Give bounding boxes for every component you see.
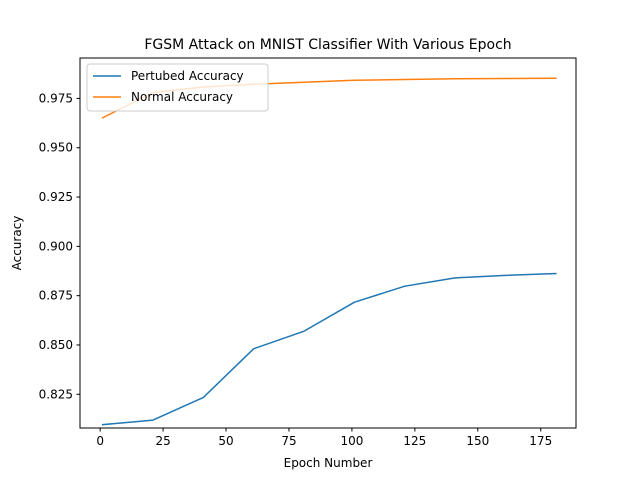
- x-tick-label: 125: [403, 434, 426, 448]
- x-tick-label: 50: [218, 434, 233, 448]
- y-tick-label: 0.875: [39, 289, 73, 303]
- x-tick-label: 75: [281, 434, 296, 448]
- x-tick-label: 0: [96, 434, 104, 448]
- y-axis-label: Accuracy: [10, 216, 24, 271]
- x-axis-label: Epoch Number: [284, 456, 373, 470]
- legend-box: [86, 63, 269, 112]
- x-axis-ticks: 0 25 50 75 100 125 150 175: [96, 428, 552, 448]
- x-tick-label: 25: [155, 434, 170, 448]
- x-tick-label: 100: [340, 434, 363, 448]
- x-tick-label: 175: [529, 434, 552, 448]
- y-tick-label: 0.950: [39, 141, 73, 155]
- legend-label-pertubed: Pertubed Accuracy: [131, 69, 244, 83]
- series-line-pertubed: [101, 272, 557, 426]
- y-tick-label: 0.975: [39, 91, 73, 105]
- y-tick-label: 0.825: [39, 387, 73, 401]
- y-axis-ticks: 0.825 0.850 0.875 0.900 0.925 0.950 0.975: [39, 91, 80, 401]
- y-tick-label: 0.900: [39, 239, 73, 253]
- legend: Pertubed Accuracy Normal Accuracy: [86, 63, 269, 112]
- y-tick-label: 0.850: [39, 338, 73, 352]
- chart-title: FGSM Attack on MNIST Classifier With Var…: [144, 37, 511, 53]
- plot-frame: [79, 57, 577, 429]
- legend-label-normal: Normal Accuracy: [131, 90, 233, 104]
- y-tick-label: 0.925: [39, 190, 73, 204]
- x-tick-label: 150: [466, 434, 489, 448]
